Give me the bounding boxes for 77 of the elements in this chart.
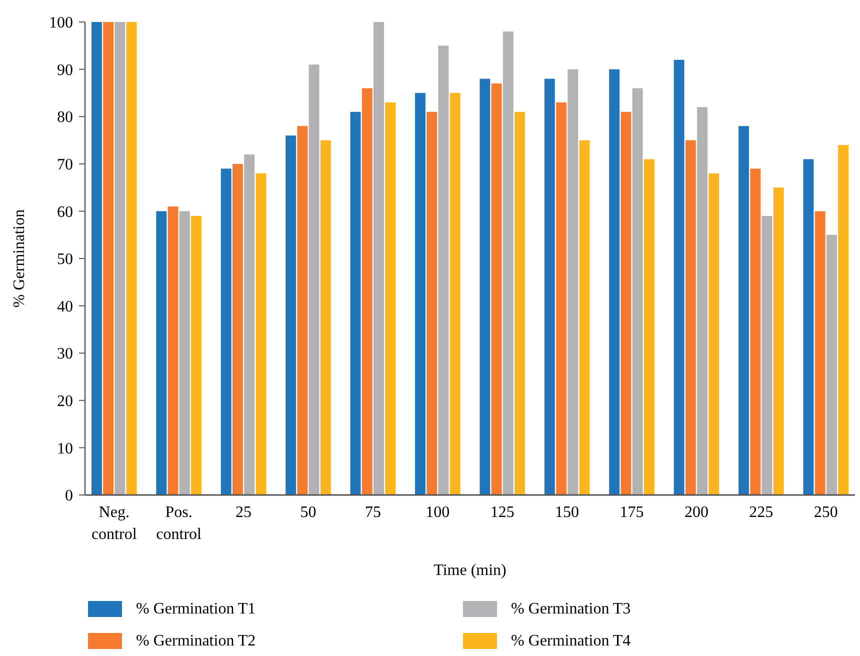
bar (156, 211, 167, 495)
bar (126, 22, 137, 495)
bar (385, 102, 396, 495)
bar (114, 22, 126, 495)
bar (491, 83, 502, 495)
x-tick-label: 50 (300, 504, 316, 521)
bar (674, 60, 684, 495)
y-tick-label: 70 (57, 156, 73, 174)
bar (750, 168, 761, 495)
bar (103, 22, 114, 495)
y-tick-label: 100 (49, 14, 73, 32)
legend-label: % Germination T3 (511, 600, 631, 618)
bar (697, 107, 708, 495)
x-tick-label: 200 (684, 504, 708, 521)
bar (426, 112, 438, 495)
y-tick-label: 80 (57, 109, 73, 126)
x-tick-label: Pos. control (156, 504, 202, 543)
bar (286, 136, 296, 495)
x-tick-label: 225 (749, 504, 774, 521)
bar (438, 46, 449, 495)
bar (556, 102, 566, 495)
bar (91, 22, 102, 495)
bar (220, 168, 232, 495)
bar (244, 154, 255, 495)
x-tick-label: 250 (814, 504, 838, 521)
bar (514, 112, 525, 495)
bar (738, 126, 749, 495)
y-tick-label: 40 (57, 298, 73, 316)
y-tick-label: 30 (57, 346, 73, 363)
bar (297, 126, 308, 495)
bar (620, 112, 632, 495)
bar (773, 188, 784, 495)
bar (256, 173, 266, 495)
legend-label: % Germination T2 (136, 632, 256, 650)
x-tick-label: 125 (490, 504, 514, 521)
bar (191, 216, 202, 495)
x-axis-title: Time (min) (434, 562, 506, 579)
y-tick-label: 90 (57, 62, 73, 79)
bar (708, 173, 720, 495)
x-tick-label: 100 (426, 504, 450, 521)
bar (632, 88, 643, 495)
bar (362, 88, 372, 495)
bar (826, 234, 837, 495)
y-axis-title: % Germination (11, 209, 28, 308)
x-tick-label: 25 (236, 504, 252, 521)
x-tick-label: 175 (620, 504, 644, 521)
bar (450, 92, 460, 495)
bar (762, 216, 772, 495)
y-tick-label: 10 (57, 440, 73, 458)
bar (803, 159, 814, 495)
bar (814, 211, 826, 495)
bar (480, 78, 490, 495)
bar (544, 78, 555, 495)
y-tick-label: 20 (57, 393, 73, 410)
bar (415, 92, 426, 495)
x-tick-label: 150 (555, 504, 580, 521)
legend-label: % Germination T4 (511, 632, 631, 650)
y-tick-label: 0 (65, 488, 73, 505)
x-tick-label: Neg. control (91, 504, 138, 543)
bar (838, 144, 849, 495)
bar (502, 31, 514, 495)
bar (179, 211, 190, 495)
bar (568, 69, 578, 495)
bar (320, 140, 331, 495)
x-tick-label: 75 (364, 504, 381, 521)
bar (685, 140, 696, 495)
bar (350, 112, 361, 495)
bar (168, 206, 178, 495)
y-tick-label: 50 (57, 251, 73, 268)
bar (374, 22, 384, 495)
bar (232, 164, 243, 495)
bar (308, 64, 320, 495)
legend-label: % Germination T1 (136, 600, 256, 618)
bar (579, 140, 590, 495)
y-tick-label: 60 (57, 204, 73, 221)
bar (644, 159, 654, 495)
bar (609, 69, 620, 495)
